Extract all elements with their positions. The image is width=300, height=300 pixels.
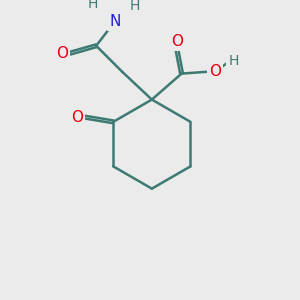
Text: H: H [87,0,98,11]
Text: O: O [171,34,183,49]
Text: O: O [56,46,68,61]
Text: H: H [228,54,239,68]
Text: O: O [71,110,83,125]
Text: O: O [209,64,221,79]
Text: H: H [130,0,140,13]
Text: N: N [109,14,120,29]
